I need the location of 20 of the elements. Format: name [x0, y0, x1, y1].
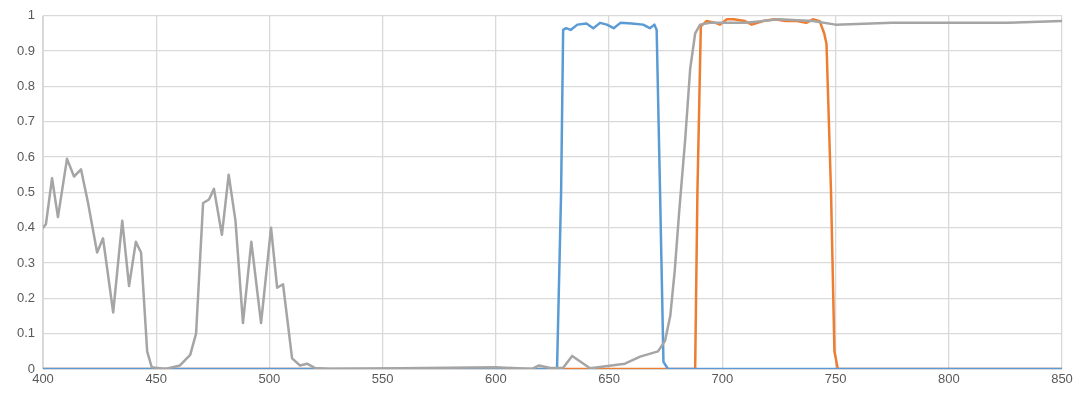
x-tick-label: 750	[824, 371, 847, 387]
x-tick-label: 700	[711, 371, 734, 387]
y-tick-label: 0.9	[16, 42, 35, 58]
y-tick-label: 0.6	[16, 148, 35, 164]
y-tick-label: 0.1	[16, 325, 35, 341]
y-tick-label: 0	[27, 360, 35, 376]
x-tick-label: 550	[371, 371, 394, 387]
y-tick-label: 1	[27, 7, 35, 23]
y-tick-label: 0.2	[16, 289, 35, 305]
x-tick-label: 850	[1051, 371, 1073, 387]
x-tick-label: 600	[485, 371, 507, 387]
y-tick-label: 0.7	[16, 113, 35, 129]
x-tick-label: 450	[145, 371, 168, 387]
x-tick-label: 650	[598, 371, 620, 387]
y-tick-label: 0.5	[16, 183, 35, 199]
y-tick-label: 0.3	[16, 254, 35, 270]
y-tick-label: 0.4	[16, 219, 35, 235]
x-tick-label: 500	[258, 371, 281, 387]
x-tick-label: 800	[937, 371, 960, 387]
y-tick-label: 0.8	[16, 78, 35, 94]
